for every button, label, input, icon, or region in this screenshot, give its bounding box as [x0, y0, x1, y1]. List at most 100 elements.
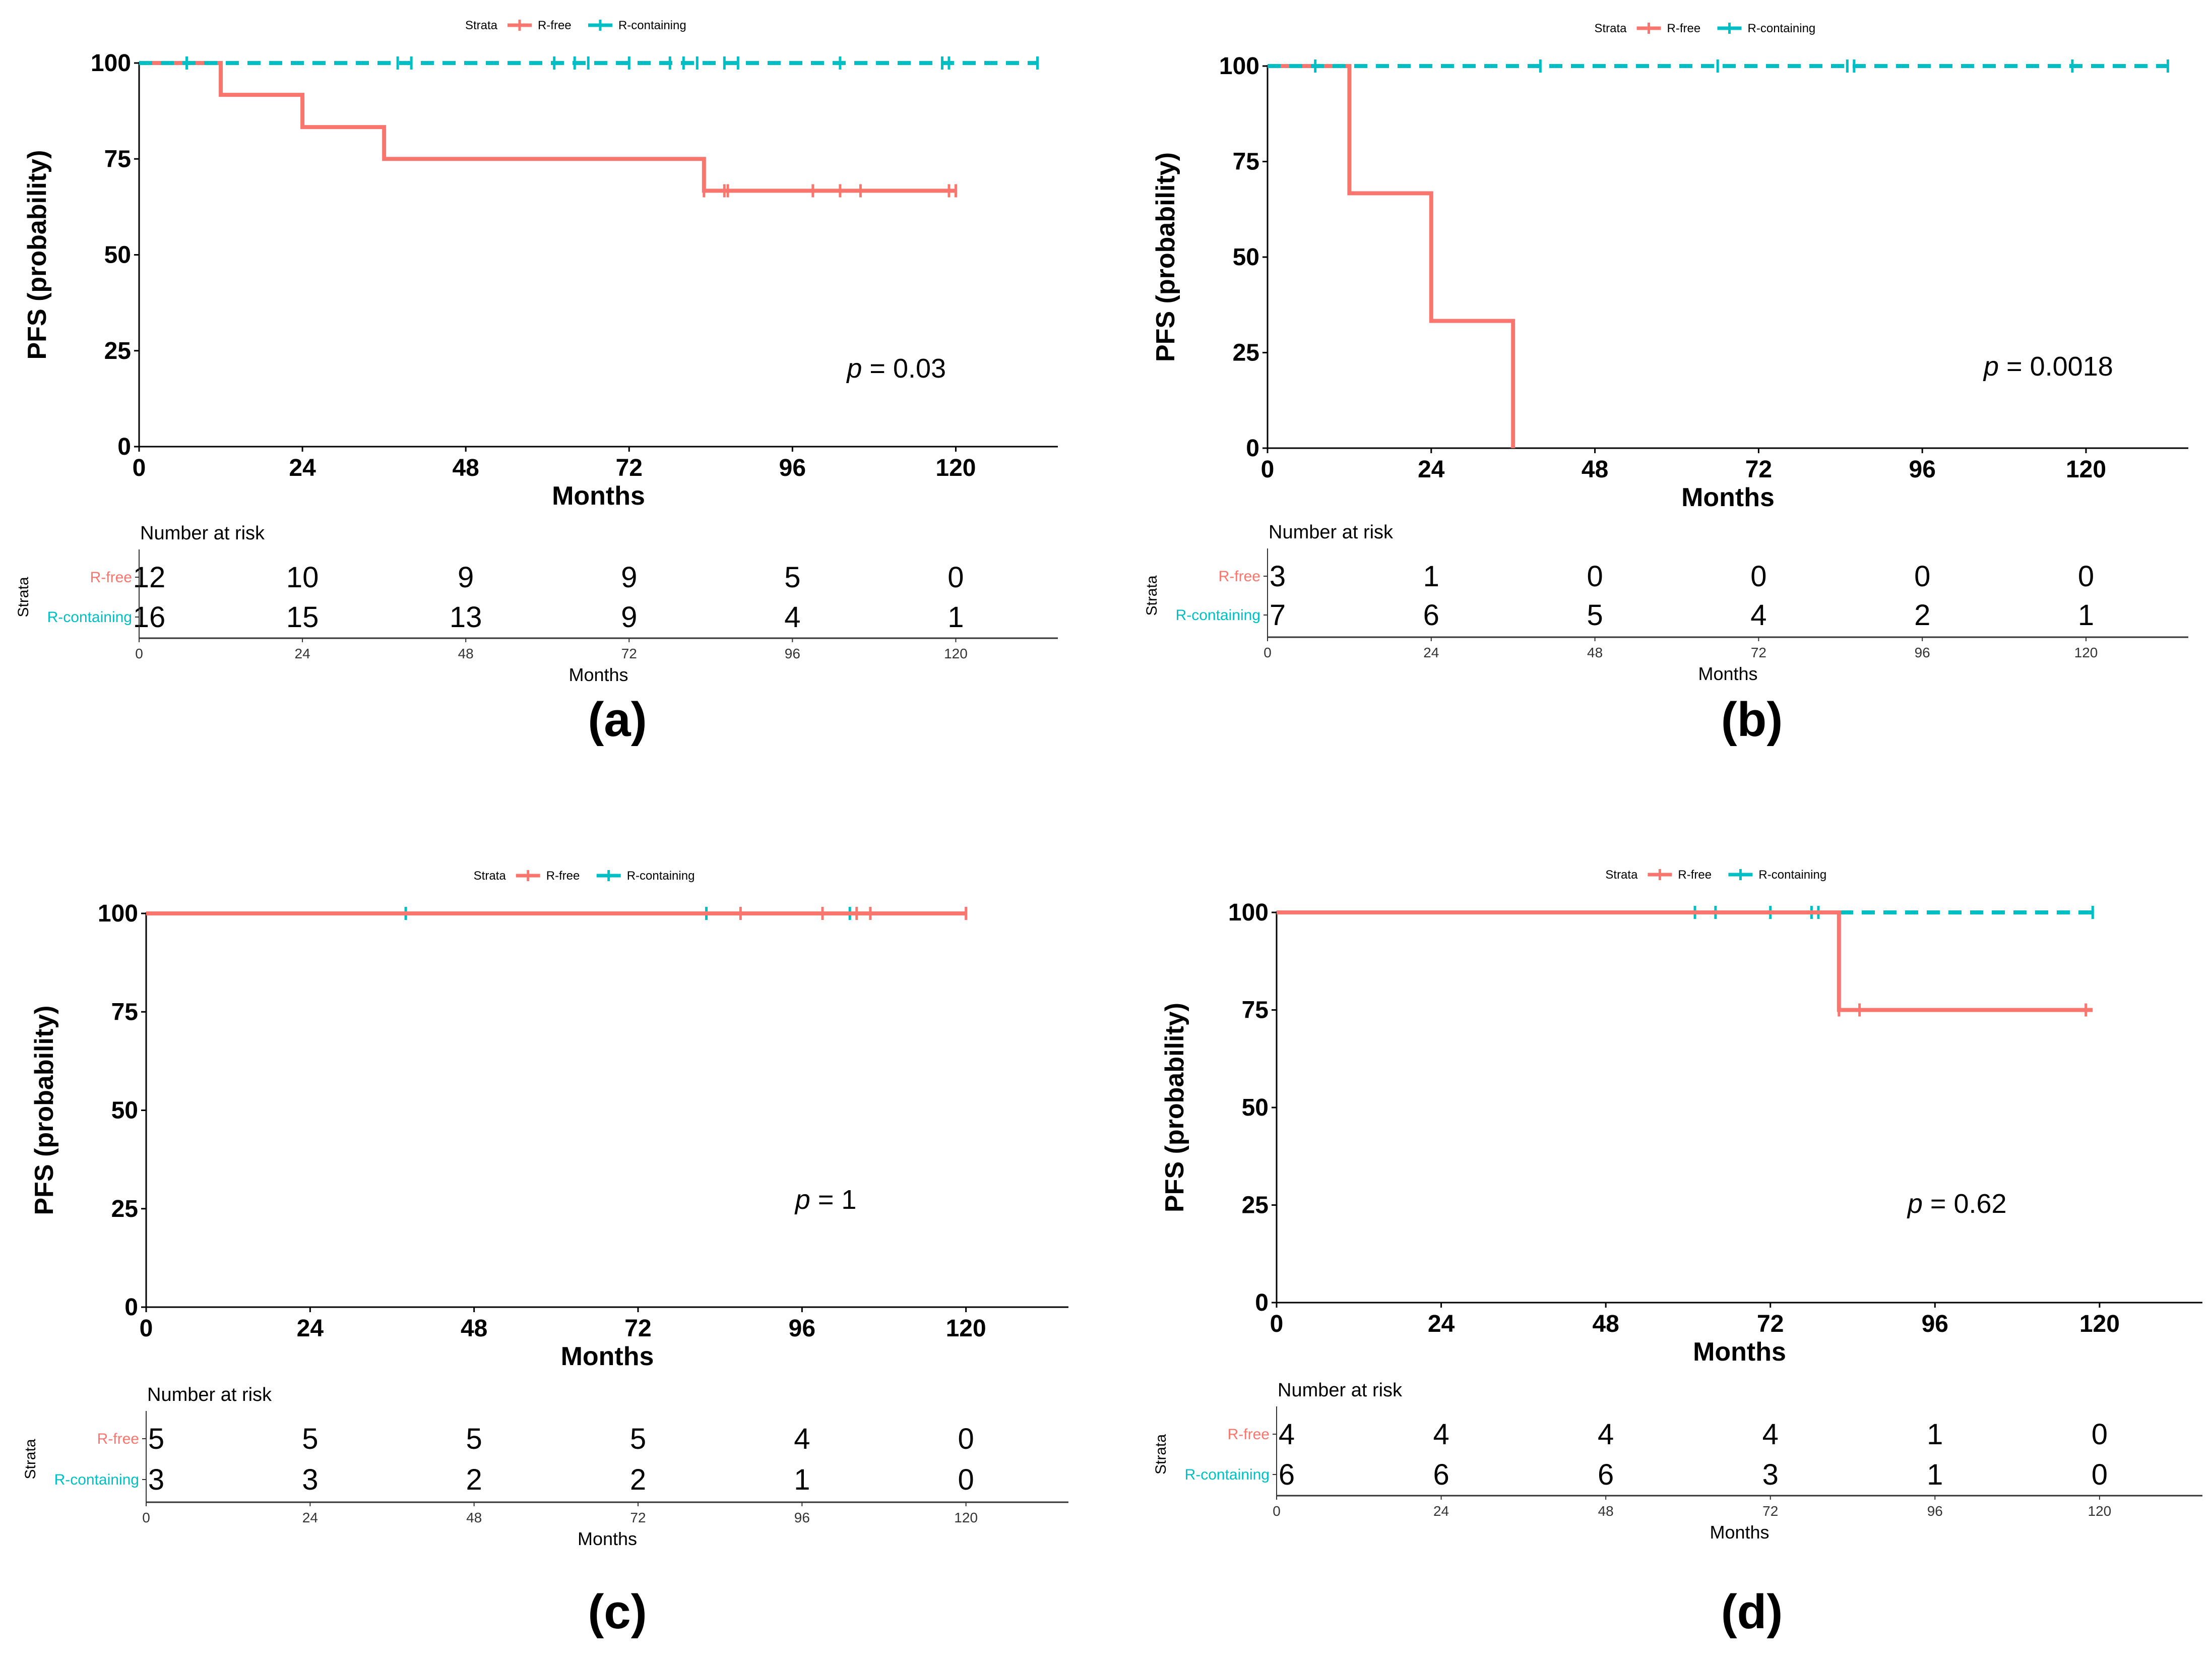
risk-value: 0 — [958, 1423, 974, 1455]
risk-x-tick-label: 24 — [1423, 645, 1439, 660]
risk-value: 5 — [1587, 599, 1603, 632]
risk-value: 5 — [148, 1423, 164, 1455]
y-tick-label: 50 — [111, 1097, 138, 1124]
risk-x-tick-label: 24 — [295, 646, 310, 661]
risk-value: 0 — [1587, 560, 1603, 593]
risk-value: 4 — [1762, 1418, 1779, 1451]
risk-value: 1 — [1927, 1458, 1943, 1491]
panel-label: (c) — [588, 1585, 647, 1639]
y-axis-title: PFS (probability) — [1151, 152, 1180, 362]
x-tick-label: 0 — [133, 455, 146, 481]
risk-x-tick-label: 96 — [1915, 645, 1930, 660]
risk-value: 1 — [947, 601, 964, 634]
risk-value: 0 — [958, 1463, 974, 1496]
x-axis-title: Months — [561, 1342, 654, 1371]
p-value: = 0.0018 — [1999, 351, 2113, 382]
x-axis-title: Months — [552, 481, 645, 511]
risk-value: 12 — [133, 561, 166, 594]
risk-x-tick-label: 0 — [1263, 645, 1272, 660]
x-tick-label: 48 — [1592, 1311, 1619, 1337]
y-tick-label: 100 — [91, 50, 131, 77]
y-axis-title: PFS (probability) — [1160, 1003, 1189, 1212]
x-tick-label: 96 — [789, 1315, 815, 1342]
y-tick-label: 75 — [104, 146, 131, 172]
risk-value: 13 — [450, 601, 482, 634]
risk-x-tick-label: 72 — [1751, 645, 1766, 660]
y-tick-label: 100 — [1219, 53, 1259, 80]
risk-value: 3 — [148, 1463, 164, 1496]
risk-row-label: R-free — [1219, 568, 1260, 585]
y-tick-label: 0 — [1255, 1289, 1269, 1316]
risk-value: 9 — [458, 561, 474, 594]
panel-label: (d) — [1721, 1585, 1783, 1639]
risk-value: 4 — [1279, 1418, 1295, 1451]
risk-value: 6 — [1598, 1458, 1614, 1491]
y-tick-label: 50 — [1233, 244, 1259, 271]
risk-x-tick-label: 72 — [630, 1510, 646, 1525]
risk-value: 9 — [621, 561, 637, 594]
risk-value: 15 — [286, 601, 319, 634]
risk-x-tick-label: 120 — [944, 646, 968, 661]
p-symbol: p — [794, 1185, 810, 1215]
legend-entry: R-free — [538, 19, 572, 32]
x-tick-label: 0 — [140, 1315, 153, 1342]
y-tick-label: 100 — [1228, 899, 1269, 926]
y-axis-title: PFS (probability) — [23, 150, 52, 360]
risk-row-label: R-free — [97, 1431, 139, 1447]
p-symbol: p — [1983, 351, 1999, 382]
risk-value: 9 — [621, 601, 637, 634]
x-tick-label: 72 — [624, 1315, 651, 1342]
risk-row-label: R-containing — [1176, 607, 1260, 624]
risk-value: 10 — [286, 561, 319, 594]
x-tick-label: 72 — [616, 455, 643, 481]
risk-value: 2 — [1914, 599, 1930, 632]
risk-value: 0 — [1750, 560, 1766, 593]
legend: Strata R-free R-containing — [1594, 22, 1815, 35]
risk-x-tick-label: 24 — [302, 1510, 318, 1525]
y-tick-label: 0 — [117, 434, 131, 460]
risk-value: 0 — [947, 561, 964, 594]
y-tick-label: 25 — [1233, 340, 1259, 366]
y-tick-label: 100 — [98, 900, 138, 927]
risk-row-label: R-free — [90, 569, 132, 586]
x-tick-label: 0 — [1270, 1311, 1284, 1337]
risk-row-label: R-free — [1228, 1426, 1270, 1443]
risk-value: 4 — [784, 601, 800, 634]
risk-value: 4 — [1598, 1418, 1614, 1451]
legend-entry: R-containing — [1748, 22, 1816, 35]
risk-x-tick-label: 0 — [135, 646, 143, 661]
risk-row-label: R-containing — [54, 1471, 139, 1488]
x-tick-label: 48 — [461, 1315, 487, 1342]
panel-label: (a) — [588, 693, 647, 747]
risk-strata-label: Strata — [1153, 1434, 1169, 1474]
risk-table-title: Number at risk — [140, 523, 265, 544]
legend-title: Strata — [1594, 22, 1627, 35]
risk-value: 6 — [1279, 1458, 1295, 1491]
km-curve-r-free — [1277, 910, 2093, 1012]
y-tick-label: 25 — [1242, 1192, 1269, 1219]
x-tick-label: 120 — [935, 455, 976, 481]
risk-value: 1 — [794, 1463, 810, 1496]
p-value-annotation: p = 1 — [794, 1185, 857, 1215]
p-value: = 0.03 — [862, 353, 946, 384]
risk-table-title: Number at risk — [1278, 1380, 1403, 1401]
x-tick-label: 96 — [1909, 456, 1936, 483]
risk-value: 1 — [2078, 599, 2094, 632]
y-tick-label: 50 — [104, 242, 131, 269]
y-axis-title: PFS (probability) — [30, 1006, 59, 1215]
x-tick-label: 96 — [779, 455, 806, 481]
risk-x-tick-label: 48 — [1598, 1503, 1614, 1519]
p-value: = 1 — [810, 1185, 857, 1215]
y-tick-label: 0 — [124, 1294, 138, 1321]
y-tick-label: 25 — [104, 338, 131, 364]
risk-x-tick-label: 24 — [1433, 1503, 1449, 1519]
risk-value: 1 — [1423, 560, 1439, 593]
legend-entry: R-free — [1678, 868, 1712, 882]
legend-entry: R-free — [1667, 22, 1701, 35]
risk-x-axis-title: Months — [568, 664, 628, 685]
legend-entry: R-containing — [618, 19, 686, 32]
